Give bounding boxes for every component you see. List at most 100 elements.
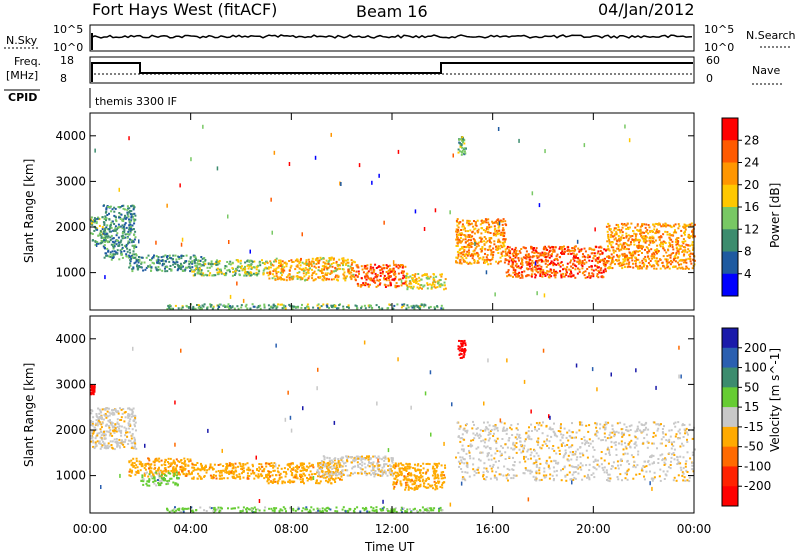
data-cell [619, 464, 622, 467]
data-cell [212, 306, 215, 309]
data-cell [624, 224, 627, 227]
data-cell [133, 262, 136, 265]
data-cell [299, 478, 302, 481]
data-cell [325, 479, 327, 482]
nave-label: Nave [752, 64, 780, 77]
data-cell [394, 284, 397, 287]
data-cell [328, 459, 331, 462]
data-cell [492, 234, 495, 237]
data-cell [111, 440, 114, 443]
data-cell [488, 223, 491, 226]
data-cell [373, 279, 376, 282]
data-cell [247, 477, 250, 480]
data-cell [552, 249, 555, 252]
data-cell [419, 286, 422, 289]
data-cell [324, 476, 327, 479]
data-cell [253, 472, 256, 475]
data-cell [99, 442, 102, 445]
data-cell [628, 251, 631, 254]
data-cell [162, 262, 164, 265]
data-cell [404, 466, 406, 469]
data-cell [294, 259, 297, 262]
data-cell [305, 262, 308, 265]
data-cell [163, 479, 165, 482]
data-cell [671, 261, 674, 264]
data-cell [564, 449, 567, 452]
data-cell [252, 266, 255, 269]
data-cell [100, 426, 103, 429]
data-cell [170, 269, 173, 272]
data-cell [204, 273, 207, 276]
data-cell [280, 278, 283, 281]
data-cell [135, 253, 137, 256]
data-cell [191, 463, 194, 466]
data-cell [251, 303, 254, 306]
data-cell [368, 472, 371, 475]
data-cell [616, 228, 619, 231]
data-cell [210, 466, 213, 469]
data-cell [363, 304, 366, 307]
data-cell [201, 466, 203, 469]
data-cell [610, 244, 613, 247]
data-cell [619, 239, 622, 241]
data-cell [622, 258, 625, 261]
data-cell [667, 249, 670, 252]
data-cell [197, 269, 200, 272]
data-cell [119, 446, 121, 449]
data-cell [614, 444, 617, 447]
data-cell [324, 471, 327, 474]
data-cell [552, 268, 555, 271]
data-cell [167, 466, 170, 469]
data-cell [173, 461, 176, 464]
data-cell [364, 284, 367, 287]
data-cell [225, 272, 227, 275]
data-cell [353, 276, 356, 278]
data-cell [455, 219, 458, 222]
data-cell [430, 287, 433, 290]
data-cell [319, 269, 322, 272]
data-cell [655, 267, 658, 270]
data-cell [525, 255, 528, 258]
data-cell [132, 250, 135, 253]
data-cell [263, 477, 266, 480]
data-cell [614, 233, 616, 236]
data-cell [344, 461, 347, 464]
data-cell [674, 254, 677, 257]
data-cell [509, 252, 511, 255]
data-cell [649, 231, 652, 233]
data-cell [379, 274, 382, 277]
data-cell [419, 474, 422, 477]
data-cell [119, 442, 122, 445]
data-cell [617, 244, 620, 247]
data-cell [336, 307, 338, 310]
data-cell [100, 423, 103, 426]
data-cell [428, 463, 431, 466]
data-cell [433, 306, 436, 309]
data-cell [388, 468, 391, 471]
data-cell [351, 275, 354, 278]
data-cell [457, 233, 460, 236]
data-cell [641, 223, 644, 226]
data-cell [414, 278, 417, 281]
data-cell [129, 475, 132, 477]
data-cell [126, 247, 129, 250]
data-cell [473, 228, 476, 231]
data-cell [307, 258, 310, 261]
data-cell [187, 464, 190, 467]
data-cell [312, 466, 315, 469]
data-cell [455, 230, 458, 233]
noise-cell [498, 221, 501, 226]
data-cell [518, 250, 521, 253]
data-cell [646, 265, 649, 268]
data-cell [171, 471, 174, 474]
data-cell [121, 205, 124, 207]
data-cell [308, 478, 311, 480]
data-cell [103, 437, 106, 440]
data-cell [641, 252, 643, 254]
data-cell [113, 210, 116, 213]
data-cell [683, 224, 686, 227]
data-cell [291, 308, 294, 311]
data-cell [499, 234, 502, 236]
data-cell [101, 444, 104, 447]
data-cell [432, 470, 435, 473]
